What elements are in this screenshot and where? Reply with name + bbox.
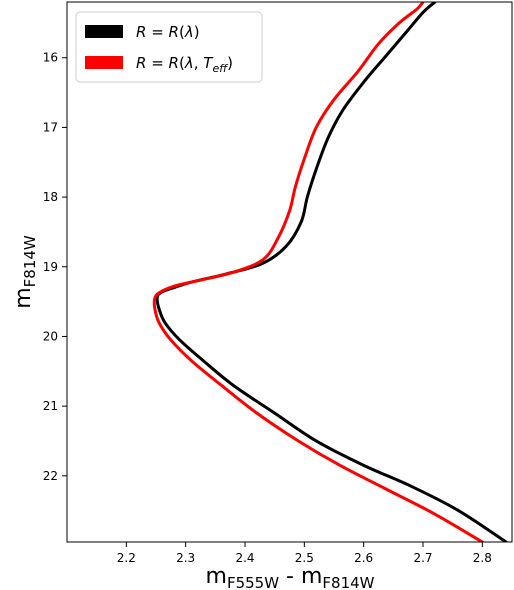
y-tick-label: 22 [43, 469, 58, 483]
legend-1-close: ) [227, 54, 233, 72]
x-axis-label-main: m [206, 564, 227, 589]
legend: R = R(λ) R = R(λ, Teff) [75, 11, 263, 83]
legend-1-comma: , [194, 54, 204, 72]
x-axis-label-sub2: F814W [322, 574, 374, 590]
x-tick-label: 2.8 [473, 551, 492, 565]
legend-0-arg1: λ [184, 23, 194, 41]
y-tick-label: 19 [43, 260, 58, 274]
x-tick-label: 2.4 [235, 551, 254, 565]
x-axis-label: mF555W - mF814W [206, 564, 375, 590]
plot-background [67, 2, 512, 542]
legend-0-close: ) [194, 23, 200, 41]
y-tick-label: 21 [43, 399, 58, 413]
legend-swatch-black [85, 25, 123, 38]
plot-frame [66, 1, 513, 543]
x-tick-label: 2.6 [354, 551, 373, 565]
y-axis-label-sub: F814W [21, 235, 39, 287]
legend-0-open: ( [179, 23, 185, 41]
legend-1-eq: = [146, 54, 168, 72]
x-tick-label: 2.3 [176, 551, 195, 565]
legend-1-fn: R [169, 54, 179, 72]
legend-swatch-red [85, 56, 123, 69]
legend-label-series-0: R = R(λ) [136, 23, 200, 41]
y-axis-label-main: m [11, 287, 36, 308]
x-axis-label-separator: - [279, 564, 301, 589]
y-tick-label: 18 [43, 190, 58, 204]
x-tick-label: 2.2 [117, 551, 136, 565]
curves-layer [152, 2, 508, 542]
legend-label-series-1: R = R(λ, Teff) [136, 54, 233, 75]
legend-0-fn: R [169, 23, 179, 41]
legend-1-arg2: T [203, 54, 214, 72]
x-tick-label: 2.5 [295, 551, 314, 565]
x-axis-label-main2: m [301, 564, 322, 589]
y-tick-label: 16 [43, 51, 58, 65]
series-line-1 [152, 2, 484, 542]
legend-0-eq: = [146, 23, 168, 41]
legend-1-open: ( [179, 54, 185, 72]
y-axis: 16 17 18 19 20 21 22 [43, 51, 67, 483]
x-tick-label: 2.7 [413, 551, 432, 565]
y-tick-label: 17 [43, 120, 58, 134]
legend-1-arg2-sub: eff [212, 62, 228, 75]
y-axis-label: mF814W [11, 235, 39, 309]
y-tick-label: 20 [43, 329, 58, 343]
x-axis: 2.2 2.3 2.4 2.5 2.6 2.7 2.8 [117, 542, 492, 565]
legend-1-arg1: λ [184, 54, 194, 72]
legend-1-lhs: R [136, 54, 146, 72]
legend-0-lhs: R [136, 23, 146, 41]
x-axis-label-sub1: F555W [227, 574, 279, 590]
